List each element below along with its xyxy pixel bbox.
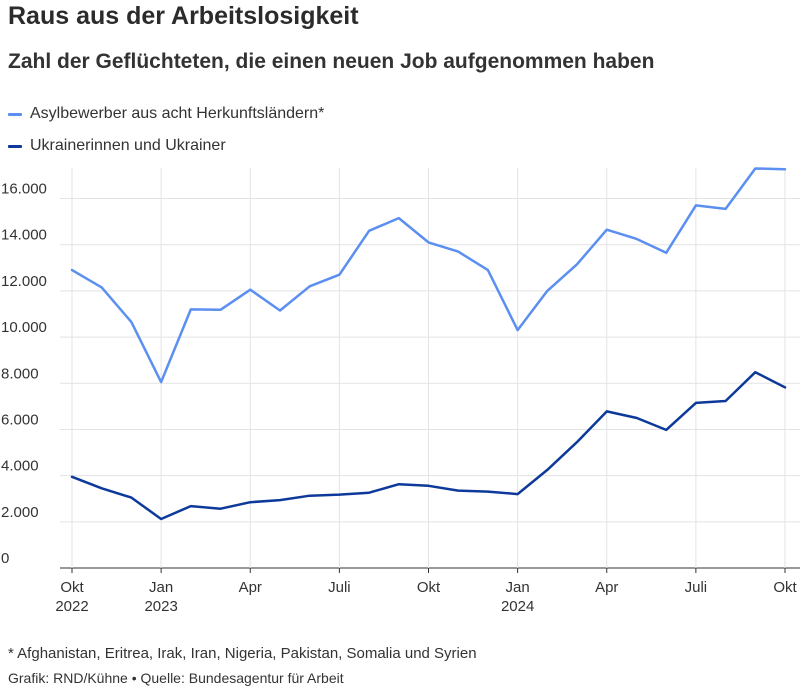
source-credit: Grafik: RND/Kühne • Quelle: Bundesagentu… xyxy=(8,670,344,686)
y-tick-label: 12.000 xyxy=(1,273,47,290)
x-tick-year-label: 2023 xyxy=(144,598,177,615)
x-tick-label: Okt xyxy=(417,579,441,596)
y-tick-label: 14.000 xyxy=(1,227,47,244)
x-tick-label: Okt xyxy=(773,579,797,596)
y-tick-label: 2.000 xyxy=(1,504,39,521)
x-tick-label: Apr xyxy=(595,579,618,596)
legend: Asylbewerber aus acht Herkunftsländern* … xyxy=(8,98,324,162)
legend-label-ukrainer: Ukrainerinnen und Ukrainer xyxy=(30,137,226,154)
series-line-ukrainer xyxy=(70,370,787,521)
y-tick-label: 0 xyxy=(1,550,9,567)
legend-item-ukrainer: Ukrainerinnen und Ukrainer xyxy=(8,130,324,162)
line-chart: 0 2.000 4.000 6.000 8.000 10.000 12.000 14.000 1… xyxy=(1,167,800,615)
x-tick-label: Apr xyxy=(239,579,262,596)
legend-item-asylbewerber: Asylbewerber aus acht Herkunftsländern* xyxy=(8,98,324,130)
chart-title: Raus aus der Arbeitslosigkeit xyxy=(8,2,359,30)
x-tick-label: Juli xyxy=(685,579,708,596)
footnote: * Afghanistan, Eritrea, Irak, Iran, Nige… xyxy=(8,645,477,662)
y-tick-label: 16.000 xyxy=(1,181,47,198)
y-tick-label: 6.000 xyxy=(1,411,39,428)
chart-subtitle: Zahl der Geflüchteten, die einen neuen J… xyxy=(8,50,655,73)
series-line-asylbewerber xyxy=(70,167,787,384)
x-tick-label: Juli xyxy=(328,579,351,596)
y-tick-label: 8.000 xyxy=(1,365,39,382)
legend-swatch-asylbewerber xyxy=(8,112,22,116)
legend-label-asylbewerber: Asylbewerber aus acht Herkunftsländern* xyxy=(30,105,325,122)
y-tick-label: 4.000 xyxy=(1,458,39,475)
y-tick-label: 10.000 xyxy=(1,319,47,336)
legend-swatch-ukrainer xyxy=(8,144,22,148)
x-tick-label: Jan xyxy=(149,579,173,596)
x-tick-label: Okt xyxy=(60,579,84,596)
x-tick-year-label: 2024 xyxy=(501,598,534,615)
x-tick-label: Jan xyxy=(506,579,530,596)
x-tick-year-label: 2022 xyxy=(55,598,88,615)
